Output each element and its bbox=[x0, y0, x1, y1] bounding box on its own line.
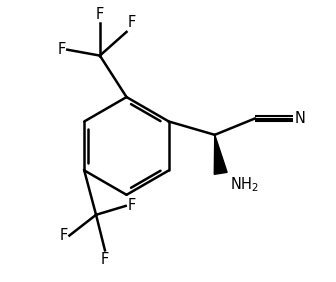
Text: N: N bbox=[295, 111, 306, 126]
Text: F: F bbox=[128, 16, 136, 30]
Text: F: F bbox=[57, 42, 66, 57]
Text: F: F bbox=[60, 228, 68, 243]
Text: F: F bbox=[96, 6, 104, 21]
Text: NH$_2$: NH$_2$ bbox=[229, 175, 259, 193]
Text: F: F bbox=[127, 199, 135, 213]
Polygon shape bbox=[214, 135, 227, 174]
Text: F: F bbox=[101, 252, 109, 267]
